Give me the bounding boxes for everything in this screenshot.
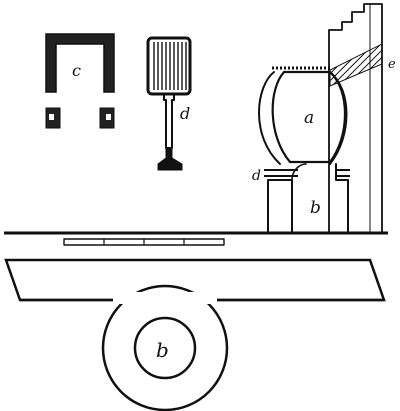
- label-b-upper: b: [310, 198, 321, 218]
- figure-c-mould: c: [45, 33, 115, 129]
- figure-a-vessel-assembly: e a d b: [252, 3, 396, 233]
- scale-bar: [63, 238, 225, 246]
- figure-b-wheel-beam: b: [4, 258, 386, 411]
- label-a: a: [304, 108, 314, 128]
- label-e: e: [388, 57, 396, 72]
- figure-d-stand: d: [146, 36, 192, 171]
- label-d-ring: d: [252, 168, 261, 184]
- label-b-lower: b: [156, 338, 169, 362]
- label-d-stand: d: [180, 104, 190, 123]
- label-c: c: [72, 61, 81, 80]
